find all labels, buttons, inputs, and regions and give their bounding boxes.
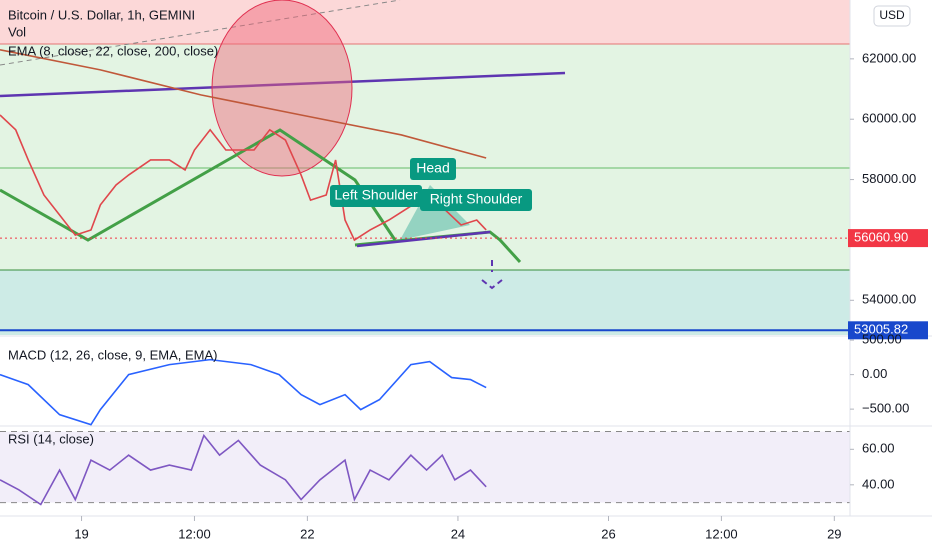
price-label-box [848,229,928,248]
neckline [356,230,491,248]
macd-title: MACD (12, 26, close, 9, EMA, EMA) [8,347,218,362]
support-zone [0,270,850,335]
trend-line [0,71,566,98]
y-tick-label: 62000.00 [862,50,916,65]
series-line [0,358,487,426]
rsi-title: RSI (14, close) [8,431,94,446]
x-tick-label: 29 [827,526,841,541]
annotation-box [410,158,456,180]
x-tick-label: 12:00 [705,526,738,541]
price-axis [850,0,932,550]
y-tick-label: 60000.00 [862,111,916,126]
rsi-band [0,431,850,503]
y-tick-label: 40.00 [862,476,895,491]
series-line [0,49,487,159]
currency[interactable]: USD [879,8,905,22]
indicator-label: EMA (8, close, 22, close, 200, close) [8,43,218,58]
price-label-box [848,321,928,340]
x-tick-label: 19 [74,526,88,541]
trend-line [0,0,401,66]
annotation-box [330,185,422,207]
highlight-circle [211,0,353,177]
y-tick-label: 54000.00 [862,292,916,307]
annotation: Right Shoulder [430,191,523,207]
annotation-box [420,189,532,211]
y-tick-label: 60.00 [862,441,895,456]
series-line [0,433,487,506]
annotation: Left Shoulder [334,187,418,203]
target-arrow [481,260,503,290]
y-tick-label: 500.00 [862,332,902,347]
volume-label: Vol [8,24,26,39]
price-label: 56060.90 [854,230,908,245]
y-tick-label: −500.00 [862,401,909,416]
x-tick-label: 12:00 [178,526,211,541]
x-tick-label: 26 [601,526,615,541]
currency-button[interactable] [873,5,911,27]
x-tick-label: 24 [451,526,465,541]
resistance-zone [0,0,850,44]
range-zone [0,44,850,270]
x-tick-label: 22 [300,526,314,541]
y-tick-label: 0.00 [862,366,887,381]
price-label: 53005.82 [854,322,908,337]
head-shape [400,185,470,240]
annotation: Head [416,160,449,176]
chart-title: Bitcoin / U.S. Dollar, 1h, GEMINI [8,7,195,22]
y-tick-label: 58000.00 [862,171,916,186]
